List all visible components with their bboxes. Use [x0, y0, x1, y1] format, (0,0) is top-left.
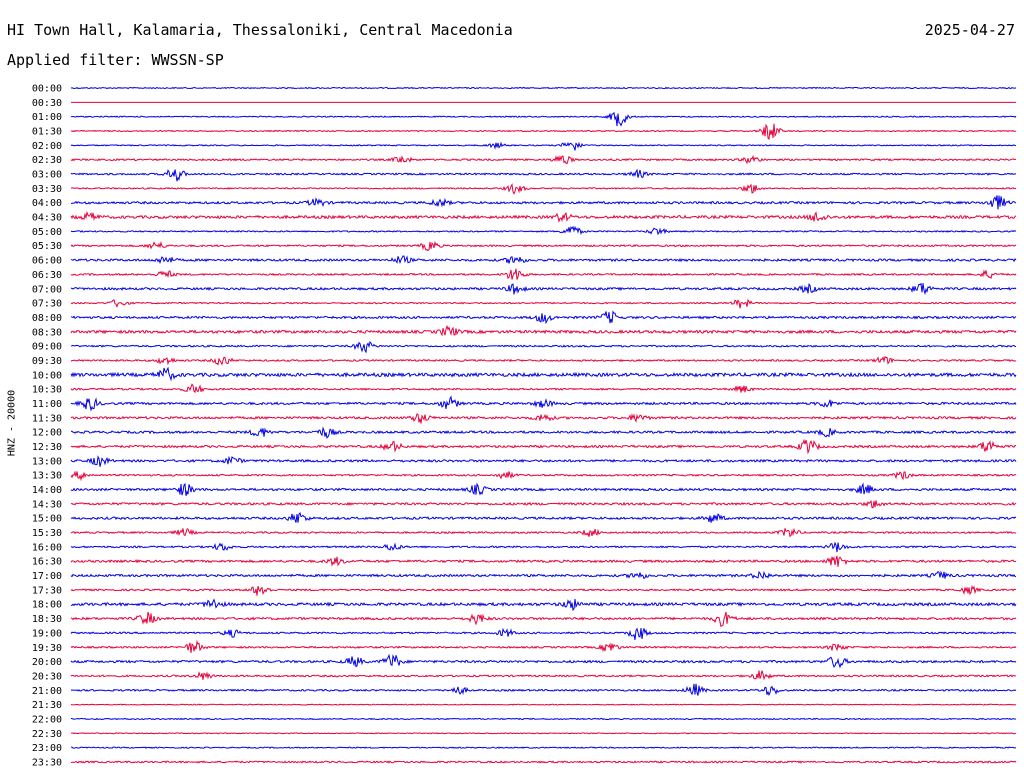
trace-line: [70, 512, 1017, 523]
time-tick-label: 22:30: [32, 729, 62, 740]
time-tick-label: 02:00: [32, 141, 62, 152]
trace-line: [70, 282, 1017, 296]
time-tick-label: 01:00: [32, 112, 62, 123]
time-tick-label: 09:00: [32, 342, 62, 353]
time-tick-label: 00:30: [32, 98, 62, 109]
trace-line: [70, 395, 1017, 412]
trace-line: [70, 499, 1017, 509]
time-tick-label: 13:00: [32, 456, 62, 467]
time-tick-label: 19:00: [32, 628, 62, 639]
trace-line: [70, 366, 1017, 382]
station-title: HI Town Hall, Kalamaria, Thessaloniki, C…: [7, 21, 513, 39]
trace-line: [70, 455, 1017, 467]
time-tick-label: 09:30: [32, 356, 62, 367]
trace-line: [70, 310, 1017, 325]
trace-line: [70, 210, 1017, 223]
time-tick-label: 20:00: [32, 657, 62, 668]
trace-line: [70, 341, 1017, 354]
time-tick-label: 23:30: [32, 757, 62, 768]
time-tick-label: 21:30: [32, 700, 62, 711]
time-tick-label: 05:00: [32, 227, 62, 238]
trace-line: [70, 240, 1017, 252]
time-tick-label: 04:00: [32, 198, 62, 209]
trace-line: [70, 141, 1017, 151]
time-tick-label: 04:30: [32, 213, 62, 224]
filter-label: Applied filter: WWSSN-SP: [7, 51, 224, 69]
trace-line: [70, 703, 1017, 706]
time-tick-label: 01:30: [32, 127, 62, 138]
time-tick-label: 00:00: [32, 84, 62, 95]
trace-line: [70, 639, 1017, 653]
time-tick-label: 03:30: [32, 184, 62, 195]
trace-line: [70, 355, 1017, 366]
trace-line: [70, 541, 1017, 553]
time-tick-label: 13:30: [32, 471, 62, 482]
trace-line: [70, 111, 1017, 127]
trace-line: [70, 611, 1017, 628]
trace-line: [70, 268, 1017, 280]
time-tick-label: 20:30: [32, 671, 62, 682]
trace-line: [70, 255, 1017, 265]
time-tick-label: 14:30: [32, 499, 62, 510]
time-tick-label: 08:00: [32, 313, 62, 324]
time-tick-label: 07:30: [32, 299, 62, 310]
trace-line: [70, 670, 1017, 681]
time-tick-label: 08:30: [32, 327, 62, 338]
time-tick-label: 17:30: [32, 585, 62, 596]
trace-line: [70, 653, 1017, 669]
trace-line: [70, 383, 1017, 394]
trace-line: [70, 760, 1017, 764]
time-tick-label: 21:00: [32, 686, 62, 697]
time-tick-label: 12:00: [32, 428, 62, 439]
time-tick-label: 23:00: [32, 743, 62, 754]
time-tick-label: 02:30: [32, 155, 62, 166]
trace-line: [70, 683, 1017, 697]
time-tick-label: 14:00: [32, 485, 62, 496]
time-tick-label: 11:00: [32, 399, 62, 410]
time-tick-label: 10:00: [32, 370, 62, 381]
trace-line: [70, 438, 1017, 455]
trace-line: [70, 182, 1017, 195]
time-tick-label: 18:30: [32, 614, 62, 625]
time-tick-label: 15:30: [32, 528, 62, 539]
time-tick-label: 07:00: [32, 284, 62, 295]
date-label: 2025-04-27: [924, 21, 1015, 39]
time-tick-label: 06:30: [32, 270, 62, 281]
trace-line: [70, 627, 1017, 641]
time-tick-label: 10:30: [32, 385, 62, 396]
trace-line: [70, 195, 1017, 210]
trace-line: [70, 168, 1017, 182]
time-tick-label: 05:30: [32, 241, 62, 252]
trace-line: [70, 584, 1017, 596]
trace-line: [70, 746, 1017, 749]
trace-line: [70, 555, 1017, 567]
time-tick-label: 16:00: [32, 542, 62, 553]
trace-line: [70, 123, 1017, 141]
time-tick-label: 17:00: [32, 571, 62, 582]
trace-line: [70, 732, 1017, 735]
trace-line: [70, 527, 1017, 538]
trace-line: [70, 482, 1017, 496]
time-tick-label: 12:30: [32, 442, 62, 453]
trace-line: [70, 598, 1017, 612]
trace-line: [70, 86, 1017, 90]
trace-line: [70, 570, 1017, 580]
trace-line: [70, 717, 1016, 721]
trace-line: [70, 470, 1017, 482]
trace-line: [70, 298, 1017, 309]
trace-line: [70, 426, 1017, 439]
time-tick-label: 19:30: [32, 643, 62, 654]
trace-line: [70, 413, 1017, 424]
time-tick-label: 22:00: [32, 714, 62, 725]
trace-line: [70, 154, 1017, 165]
time-tick-label: 18:00: [32, 600, 62, 611]
time-tick-label: 06:00: [32, 256, 62, 267]
time-tick-label: 16:30: [32, 557, 62, 568]
trace-line: [70, 324, 1017, 337]
trace-line: [70, 225, 1017, 236]
time-tick-label: 15:00: [32, 514, 62, 525]
time-tick-label: 03:00: [32, 170, 62, 181]
time-tick-label: 11:30: [32, 413, 62, 424]
